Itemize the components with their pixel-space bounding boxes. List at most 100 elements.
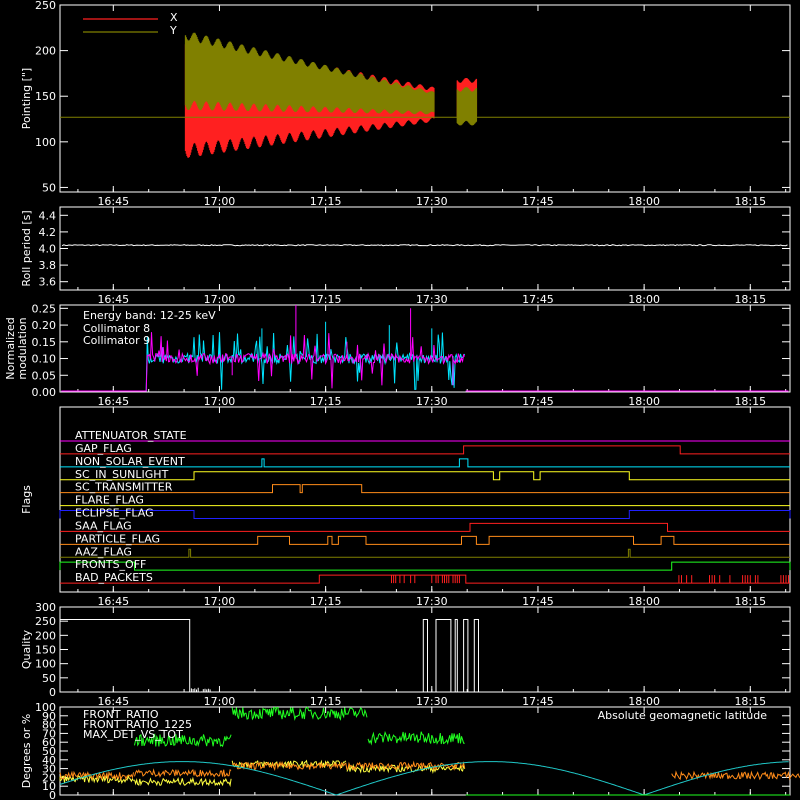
y-axis-label: Normalized (4, 317, 17, 379)
y-axis-label: Roll period [s] (20, 210, 33, 286)
flag-line (60, 445, 790, 455)
flag-label: AAZ_FLAG (75, 545, 132, 558)
y-tick-label: 0 (49, 789, 56, 800)
y-tick-label: 80 (42, 719, 56, 732)
x-tick-label: 17:00 (204, 395, 236, 408)
flag-bad_packets: BAD_PACKETS (60, 571, 790, 584)
legend-front-ratio-1225: FRONT_RATIO_1225 (83, 718, 192, 731)
x-tick-label: 17:00 (204, 195, 236, 208)
series-collimator-9 (61, 305, 789, 392)
y-axis-label: Flags (20, 485, 33, 514)
flag-label: ECLIPSE_FLAG (75, 507, 154, 520)
y-tick-label: 20 (42, 771, 56, 784)
x-tick-label: 18:00 (628, 395, 660, 408)
x-tick-label: 18:15 (734, 395, 766, 408)
legend-label-y: Y (169, 24, 177, 37)
y-tick-label: 100 (35, 136, 56, 149)
x-tick-label: 18:15 (734, 293, 766, 306)
y-axis-label: Pointing ["] (20, 68, 33, 129)
y-tick-label: 90 (42, 710, 56, 723)
flag-gap_flag: GAP_FLAG (60, 442, 790, 455)
flag-label: FRONTS_OFF (75, 558, 146, 571)
panel-frame (59, 4, 791, 193)
x-tick-label: 18:15 (734, 798, 766, 800)
panel-quality: 16:45 17:00 17:15 17:30 17:45 18:00 18:15 05010… (20, 601, 791, 708)
y-tick-label: 0.10 (32, 353, 57, 366)
x-tick-label: 18:00 (628, 798, 660, 800)
y-tick-label: 70 (42, 727, 56, 740)
legend-collimator-8: Collimator 8 (83, 322, 150, 335)
geomagnetic-latitude-line (59, 761, 789, 796)
x-tick-label: 16:45 (97, 395, 129, 408)
y-tick-label: 100 (35, 658, 56, 671)
flag-label: NON_SOLAR_EVENT (75, 455, 185, 468)
y-tick-label: 3.8 (39, 259, 57, 272)
y-tick-label: 40 (42, 754, 56, 767)
x-tick-label: 17:45 (522, 798, 554, 800)
flag-line (59, 561, 791, 571)
x-tick-label: 17:45 (522, 195, 554, 208)
y-tick-label: 3.6 (39, 276, 57, 289)
x-tick-label: 17:00 (204, 695, 236, 708)
panel-frame (59, 206, 791, 291)
series-collimator-8 (61, 321, 789, 392)
flag-eclipse_flag: ECLIPSE_FLAG (59, 507, 791, 520)
panel-modulation: 16:45 17:00 17:15 17:30 17:45 18:00 18:15 0.00 0… (4, 302, 791, 408)
flag-label: SC_TRANSMITTER (75, 481, 173, 494)
flag-label: FLARE_FLAG (75, 494, 144, 507)
x-tick-label: 16:45 (97, 798, 129, 800)
flag-label: BAD_PACKETS (75, 571, 153, 584)
x-tick-label: 17:30 (416, 395, 448, 408)
roll-period-line (61, 244, 788, 247)
y-tick-label: 150 (35, 90, 56, 103)
x-tick-label: 17:00 (204, 293, 236, 306)
y-tick-label: 4.2 (39, 226, 57, 239)
x-tick-label: 18:15 (734, 195, 766, 208)
x-tick-label: 18:15 (734, 595, 766, 608)
legend-max-det-vs-tot: MAX_DET_VS_TOT (83, 728, 183, 741)
y-tick-label: 0.15 (32, 336, 57, 349)
flag-line (60, 484, 790, 494)
panel-flags: 16:45 17:00 17:15 17:30 17:45 18:00 18:15 Flags… (20, 406, 791, 608)
x-tick-label: 18:00 (628, 695, 660, 708)
flag-label: ATTENUATOR_STATE (75, 429, 187, 442)
panel-frame (59, 406, 791, 593)
y-tick-label: 150 (35, 644, 56, 657)
y-tick-label: 10 (42, 780, 56, 793)
y-tick-label: 50 (42, 672, 56, 685)
legend-front-ratio: FRONT_RATIO (83, 708, 159, 721)
x-tick-label: 16:45 (97, 595, 129, 608)
flag-sc_transmitter: SC_TRANSMITTER (60, 481, 790, 494)
x-tick-label: 17:15 (310, 395, 342, 408)
x-tick-label: 17:15 (310, 798, 342, 800)
y-tick-label: 250 (35, 615, 56, 628)
x-tick-label: 17:30 (416, 293, 448, 306)
y-tick-label: 250 (35, 0, 56, 12)
x-tick-label: 17:30 (416, 195, 448, 208)
y-tick-label: 0.20 (32, 319, 57, 332)
panel-pointing: 16:45 17:00 17:15 17:30 17:45 18:00 18:15 50 100… (20, 0, 791, 208)
flag-fronts_off: FRONTS_OFF (59, 558, 791, 571)
series-front-ratio (59, 759, 466, 788)
series-front-ratio-1225 (134, 706, 465, 748)
y-tick-label: 200 (35, 45, 56, 58)
flag-sc_in_sunlight: SC_IN_SUNLIGHT (60, 468, 790, 481)
x-tick-label: 17:30 (416, 595, 448, 608)
x-tick-label: 18:15 (734, 695, 766, 708)
quality-line (59, 618, 790, 693)
x-tick-label: 17:45 (522, 293, 554, 306)
flag-line (60, 535, 790, 545)
panel-ratios: 16:45 17:00 17:15 17:30 17:45 18:00 18:15 01020… (20, 701, 800, 800)
x-tick-label: 17:30 (416, 695, 448, 708)
flag-line (60, 574, 790, 584)
y-axis-label: Quality (20, 629, 33, 669)
x-tick-label: 18:00 (628, 595, 660, 608)
x-tick-label: 18:00 (628, 293, 660, 306)
flag-label: PARTICLE_FLAG (75, 532, 160, 545)
x-tick-label: 17:00 (204, 798, 236, 800)
x-tick-label: 16:45 (97, 695, 129, 708)
flag-flare_flag: FLARE_FLAG (60, 494, 790, 507)
y-tick-label: 100 (35, 701, 56, 714)
x-tick-label: 16:45 (97, 195, 129, 208)
